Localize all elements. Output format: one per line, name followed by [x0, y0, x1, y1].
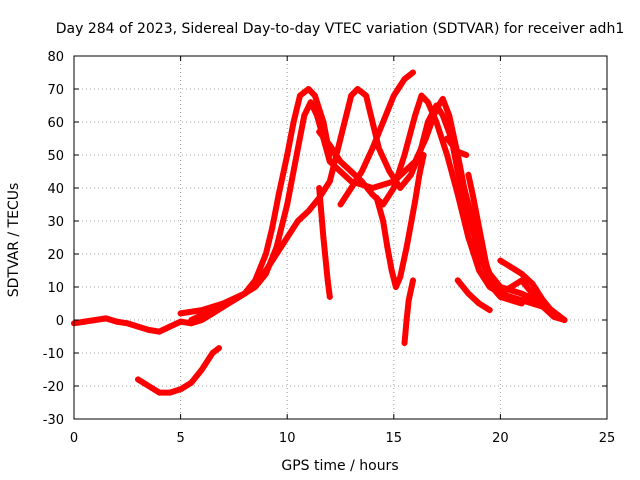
series-s12 [401, 277, 416, 347]
series-s7 [444, 135, 470, 158]
y-tick-label: -10 [43, 347, 64, 362]
series-line [71, 290, 248, 335]
series-points [444, 135, 470, 158]
grid [74, 56, 607, 419]
x-axis-ticks: 0 5 10 15 20 25 [70, 56, 615, 446]
series-points [71, 290, 248, 335]
series-points [373, 152, 427, 290]
series-s8 [465, 171, 525, 307]
series-layer [71, 69, 568, 396]
x-tick-label: 10 [279, 431, 296, 446]
y-tick-label: 70 [47, 83, 64, 98]
series-s5 [337, 69, 416, 208]
series-s11 [316, 185, 333, 300]
y-tick-label: 20 [47, 248, 64, 263]
series-s10 [454, 277, 493, 314]
series-s6 [373, 152, 427, 290]
series-line [337, 69, 416, 208]
x-tick-label: 15 [386, 431, 403, 446]
series-points [454, 277, 493, 314]
x-tick-label: 20 [492, 431, 509, 446]
series-points [465, 171, 525, 307]
plot-frame [73, 55, 608, 420]
y-tick-label: -30 [43, 413, 64, 428]
series-s9 [497, 257, 568, 323]
chart-title: Day 284 of 2023, Sidereal Day-to-day VTE… [56, 21, 624, 37]
x-tick-label: 25 [599, 431, 616, 446]
series-points [135, 345, 222, 396]
x-tick-label: 5 [176, 431, 184, 446]
series-points [316, 92, 568, 323]
series-points [497, 257, 568, 323]
series-line [465, 171, 525, 307]
series-points [241, 86, 568, 323]
y-tick-label: 40 [47, 182, 64, 197]
y-tick-label: 10 [47, 281, 64, 296]
series-line [316, 92, 568, 323]
y-tick-label: -20 [43, 380, 64, 395]
y-axis-label: SDTVAR / TECUs [6, 183, 22, 298]
series-s4 [316, 92, 568, 323]
y-axis-ticks: -30 -20 -10 0 10 20 30 40 50 60 70 80 [43, 50, 607, 428]
series-line [401, 277, 416, 347]
series-points [337, 69, 416, 208]
series-line [316, 185, 333, 300]
series-line [454, 277, 493, 314]
y-tick-label: 30 [47, 215, 64, 230]
series-points [316, 185, 333, 300]
y-tick-label: 80 [47, 50, 64, 65]
series-line [373, 152, 427, 290]
y-tick-label: 50 [47, 149, 64, 164]
x-tick-label: 0 [70, 431, 78, 446]
series-baseline [71, 290, 248, 335]
y-tick-label: 60 [47, 116, 64, 131]
x-axis-label: GPS time / hours [281, 458, 398, 474]
series-s13 [135, 345, 222, 396]
y-tick-label: 0 [56, 314, 64, 329]
series-points [401, 277, 416, 347]
